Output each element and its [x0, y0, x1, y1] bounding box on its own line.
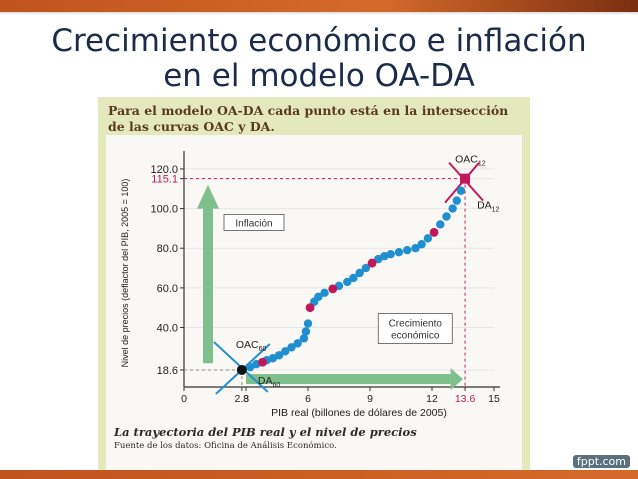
data-point: [343, 277, 352, 287]
y-tick-label: 80.0: [157, 243, 178, 255]
slide-title-line-1: Crecimiento económico e inflación: [51, 23, 587, 59]
highlighted-point: [429, 227, 439, 237]
data-point: [411, 244, 420, 253]
oac-12-label: OAC12: [455, 154, 486, 168]
data-point: [436, 220, 445, 229]
data-point: [299, 334, 309, 343]
x-tick-label: 3: [243, 393, 249, 405]
x-tick-label: 9: [367, 393, 373, 405]
data-point: [287, 343, 296, 352]
data-point: [452, 196, 461, 205]
data-point: [293, 339, 302, 348]
x-tick-label: 6: [305, 393, 311, 405]
oac-60-label: OAC60: [236, 339, 267, 353]
da-12-label: DA12: [477, 200, 499, 214]
growth-arrow-shaft: [246, 374, 451, 385]
inflation-arrow-shaft: [203, 208, 213, 364]
y-tick-label: 115.1: [151, 174, 178, 186]
data-point: [281, 347, 290, 356]
figure-source: Fuente de los datos: Oficina de Análisis…: [114, 441, 337, 451]
da-60-label: DA60: [258, 375, 280, 389]
x-tick-label: 15: [488, 393, 500, 405]
inflation-label: Inflación: [235, 218, 272, 229]
figure-header-line-1: Para el modelo OA-DA cada punto está en …: [108, 103, 509, 118]
growth-label-line-2: económico: [391, 331, 440, 342]
data-point: [320, 288, 329, 298]
figure-caption: La trayectoria del PIB real y el nivel d…: [114, 425, 417, 439]
data-point: [456, 186, 466, 195]
y-tick-label: 18.6: [157, 365, 178, 377]
data-point: [403, 246, 412, 255]
data-point: [355, 268, 364, 278]
figure-header: Para el modelo OA-DA cada punto está en …: [108, 103, 518, 135]
highlighted-point: [367, 258, 377, 268]
textbook-figure: Para el modelo OA-DA cada punto está en …: [98, 97, 530, 473]
x-tick-label: 12: [426, 393, 438, 405]
highlighted-point: [305, 303, 315, 313]
growth-arrow-head: [450, 368, 463, 391]
data-point: [301, 327, 311, 336]
inflation-arrow-head: [197, 184, 219, 209]
slide-top-bar: [0, 0, 638, 12]
x-tick-label: 2.8: [235, 393, 250, 405]
data-point: [423, 234, 433, 243]
data-point: [314, 292, 323, 301]
growth-label-box: [377, 313, 453, 344]
data-point: [386, 249, 395, 259]
data-point: [442, 212, 451, 221]
y-axis-label: Nivel de precios (deflactor del PIB, 200…: [120, 179, 130, 368]
highlighted-point: [258, 357, 267, 367]
y-tick-label: 100.0: [150, 204, 178, 216]
data-point: [274, 351, 284, 360]
data-point: [303, 319, 313, 328]
data-point: [349, 273, 358, 283]
data-point: [417, 240, 426, 249]
slide-title: Crecimiento económico e inflación en el …: [0, 24, 638, 94]
watermark: fppt.com: [572, 455, 630, 468]
figure-header-line-2: de las curvas OAC y DA.: [108, 119, 275, 134]
y-tick-label: 40.0: [157, 323, 178, 335]
y-tick-label: 60.0: [157, 283, 178, 295]
slide-bottom-bar: [0, 470, 638, 479]
highlighted-point: [328, 284, 338, 294]
data-point: [448, 204, 457, 213]
data-point: [361, 263, 371, 273]
x-axis-label: PIB real (billones de dólares de 2005): [271, 407, 447, 419]
x-tick-label: 13.6: [455, 393, 476, 405]
x-tick-label: 0: [181, 393, 187, 405]
chart-panel: 120.0 115.1 100.0 80.0 60.0 40.0 18.6 0 2.8 3 6 9 12…: [106, 135, 522, 473]
slide-top-bar-shadow: [0, 12, 638, 15]
inflation-label-box: [223, 214, 285, 231]
growth-label-line-1: Crecimiento: [389, 319, 443, 330]
slide-title-line-2: en el modelo OA-DA: [163, 58, 475, 94]
y-tick-label: 120.0: [150, 164, 178, 176]
start-equilibrium-point: [236, 364, 247, 375]
end-equilibrium-point: [460, 173, 471, 184]
data-point: [394, 247, 404, 257]
